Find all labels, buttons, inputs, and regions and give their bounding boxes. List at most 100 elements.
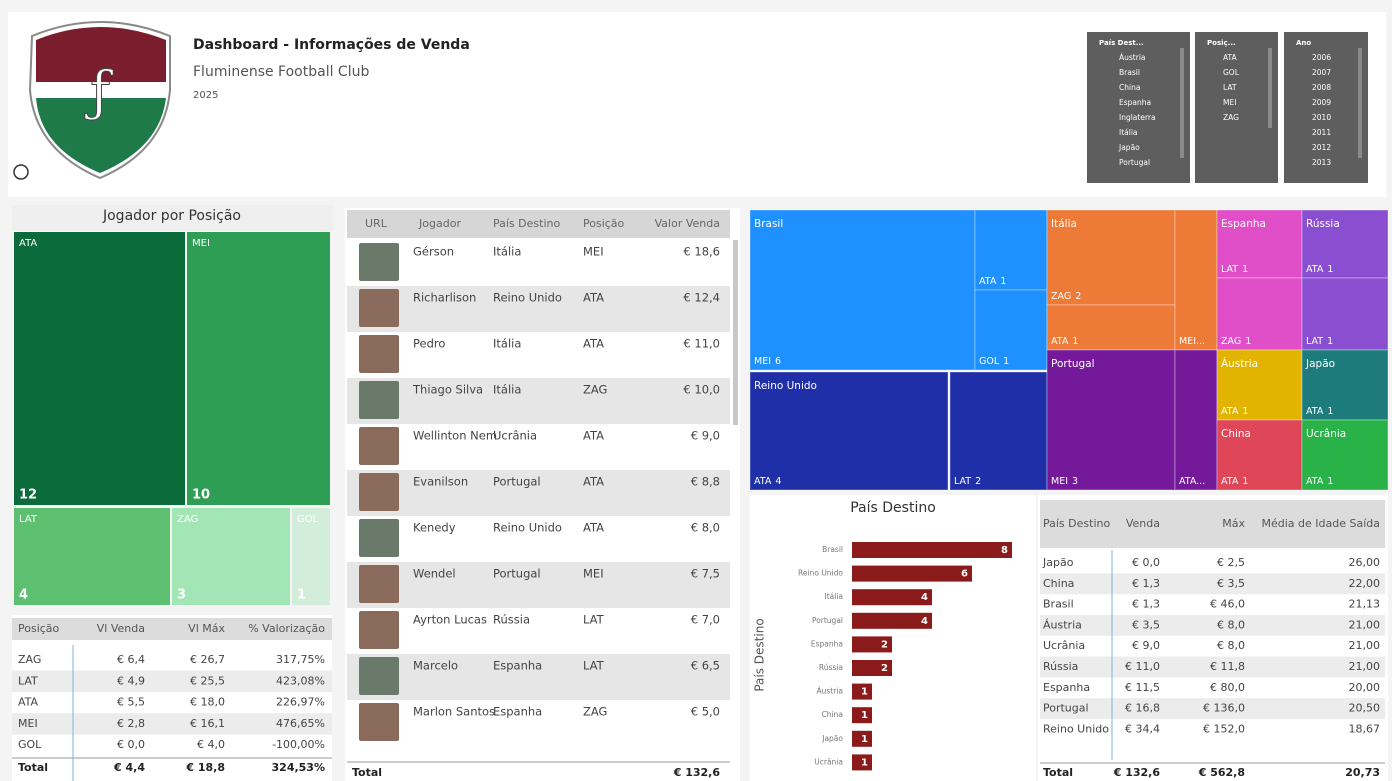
bar[interactable] [852, 707, 872, 724]
slicer-item[interactable]: Áustria [1119, 53, 1146, 62]
treemap-label: ATA [19, 238, 37, 249]
table-cell: Marcelo [413, 659, 458, 673]
treemap-group-label: Rússia [1306, 218, 1340, 230]
treemap-cell[interactable] [1174, 209, 1218, 351]
slicer-item[interactable]: Japão [1118, 143, 1140, 152]
treemap-cell[interactable] [1046, 349, 1176, 491]
player-photo [359, 703, 399, 741]
treemap-cell[interactable] [974, 289, 1048, 371]
treemap-cell[interactable] [749, 209, 976, 371]
bar-value: 1 [861, 710, 868, 721]
table-cell: Pedro [413, 337, 445, 351]
slicer-item[interactable]: 2012 [1312, 143, 1331, 152]
slicer-item[interactable]: China [1119, 83, 1140, 92]
treemap-cell[interactable] [292, 508, 330, 605]
back-icon[interactable] [13, 164, 29, 180]
bar[interactable] [852, 754, 872, 771]
player-photo [359, 243, 399, 281]
bar[interactable] [852, 542, 1012, 558]
bar[interactable] [852, 612, 932, 629]
slicer-item[interactable]: 2008 [1312, 83, 1331, 92]
table-cell: Espanha [1043, 681, 1090, 694]
cell-category: ATA [1221, 476, 1239, 487]
slicer[interactable] [1195, 32, 1278, 183]
treemap-cell[interactable] [1301, 349, 1389, 421]
cell-category: GOL [979, 356, 1000, 367]
treemap-cell[interactable] [1174, 349, 1218, 491]
table-cell: € 8,8 [691, 475, 720, 489]
table-cell: € 16,8 [1125, 702, 1160, 715]
treemap-cell[interactable] [1046, 209, 1176, 306]
cell-category: ZAG [1051, 291, 1071, 302]
table-cell: ATA [583, 291, 604, 305]
slicer-title: País Dest... [1099, 39, 1144, 47]
table-cell: Japão [1042, 556, 1074, 569]
slicer-item[interactable]: Brasil [1119, 68, 1140, 77]
table-cell: 26,00 [1349, 556, 1381, 569]
slicer-item[interactable]: 2010 [1312, 113, 1331, 122]
cell-value: 1 [1327, 264, 1333, 275]
table-cell: Rússia [493, 613, 530, 627]
table-cell: Reino Unido [493, 291, 562, 305]
table-header: País Destino [493, 217, 560, 230]
bar[interactable] [852, 730, 872, 747]
slicer-item[interactable]: ZAG [1223, 113, 1239, 122]
bar[interactable] [852, 636, 892, 653]
treemap-cell[interactable] [14, 508, 170, 605]
bar-category: Brasil [822, 545, 843, 554]
treemap-cell[interactable] [1216, 419, 1303, 491]
table-cell: € 11,0 [1125, 660, 1160, 673]
treemap-cell[interactable] [1301, 209, 1389, 279]
slicer-item[interactable]: 2007 [1312, 68, 1331, 77]
bar[interactable] [852, 683, 872, 700]
table-cell: LAT [583, 613, 605, 627]
table-cell: 21,00 [1349, 639, 1381, 652]
table-row-bg [347, 286, 730, 332]
table-total: € 4,4 [113, 761, 145, 774]
treemap-cell[interactable] [14, 232, 185, 505]
treemap-cell[interactable] [949, 371, 1048, 491]
cell-category: ATA [1306, 264, 1324, 275]
treemap-cell[interactable] [172, 508, 290, 605]
slicer-item[interactable]: Itália [1119, 128, 1138, 137]
scrollbar[interactable] [733, 240, 738, 425]
table-cell: China [1043, 577, 1074, 590]
slicer-item[interactable]: LAT [1223, 83, 1237, 92]
treemap-cell[interactable] [1216, 209, 1303, 279]
bar[interactable] [852, 660, 892, 676]
cell-category: ATA [1306, 476, 1324, 487]
slicer[interactable] [1087, 32, 1190, 183]
bar[interactable] [852, 589, 932, 606]
table-cell: Marlon Santos [413, 705, 495, 719]
treemap-value: 12 [19, 488, 37, 503]
slicer-item[interactable]: 2009 [1312, 98, 1331, 107]
player-photo [359, 289, 399, 327]
treemap-cell[interactable] [187, 232, 330, 505]
treemap-cell[interactable] [749, 371, 949, 491]
slicer-item[interactable]: 2006 [1312, 53, 1331, 62]
slicer-item[interactable]: GOL [1223, 68, 1240, 77]
treemap-cell[interactable] [1216, 349, 1303, 421]
slicer-item[interactable]: ATA [1223, 53, 1238, 62]
slicer-item[interactable]: Inglaterra [1119, 113, 1156, 122]
treemap-cell[interactable] [1216, 277, 1303, 351]
slicer-item[interactable]: MEI [1223, 98, 1236, 107]
table-row-bg [1040, 573, 1385, 595]
slicer-item[interactable]: 2011 [1312, 128, 1331, 137]
slicer-item[interactable]: Portugal [1119, 158, 1150, 167]
treemap-cell[interactable] [974, 209, 1048, 291]
table-cell: € 7,5 [691, 567, 720, 581]
table-cell: Rússia [1043, 660, 1078, 673]
treemap-group-label: Itália [1051, 218, 1077, 230]
bar[interactable] [852, 565, 972, 582]
table-cell: 20,00 [1349, 681, 1381, 694]
treemap-cell[interactable] [1301, 419, 1389, 491]
treemap-cell-label: ATA 1 [1306, 476, 1333, 487]
slicer-item[interactable]: Espanha [1119, 98, 1151, 107]
table-row-bg [1040, 698, 1385, 719]
treemap-cell[interactable] [1046, 304, 1176, 351]
table-cell: -100,00% [272, 738, 325, 751]
table-cell: 18,67 [1349, 722, 1381, 735]
slicer-item[interactable]: 2013 [1312, 158, 1331, 167]
slicer[interactable] [1284, 32, 1368, 183]
